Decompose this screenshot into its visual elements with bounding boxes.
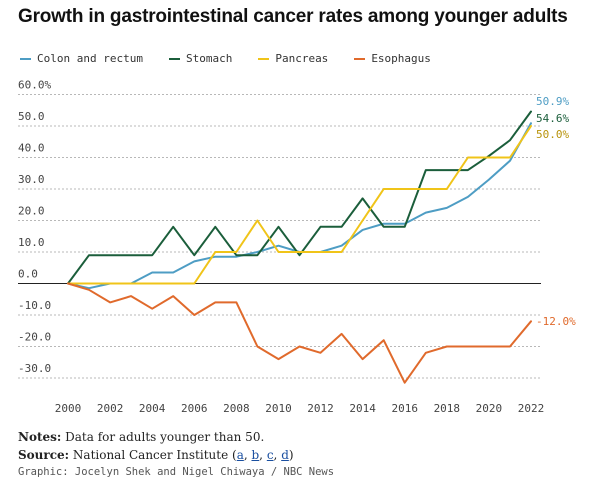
x-tick-label: 2006 (181, 402, 208, 415)
legend-label-stomach: Stomach (185, 52, 233, 65)
source-link-d[interactable]: d (281, 448, 289, 462)
legend-swatch-stomach (168, 57, 180, 60)
source-close: ) (288, 448, 294, 462)
x-tick-label: 2012 (307, 402, 334, 415)
end-label-esophagus: -12.0% (536, 315, 576, 328)
source-separator: , (243, 448, 252, 462)
y-tick-label: 20.0 (18, 205, 45, 218)
x-tick-label: 2016 (391, 402, 418, 415)
source-link-b[interactable]: b (251, 448, 260, 462)
legend-swatch-pancreas (258, 57, 270, 60)
chart-source: Source: National Cancer Institute (a, b,… (18, 448, 294, 462)
end-label-colon-and-rectum: 50.9% (536, 95, 569, 108)
x-tick-label: 2002 (97, 402, 124, 415)
line-chart: -30.0 -20.0 -10.0 0.0 10.0 20.0 30.0 40.0 50.0 60… (18, 79, 576, 415)
end-label-pancreas: 50.0% (536, 128, 569, 141)
chart-notes: Notes: Data for adults younger than 50. (18, 430, 264, 444)
y-tick-label: -30.0 (18, 362, 51, 375)
legend-label-esophagus: Esophagus (371, 52, 431, 65)
x-tick-label: 2014 (349, 402, 376, 415)
x-tick-label: 2010 (265, 402, 292, 415)
legend-swatch-esophagus (354, 57, 366, 60)
legend-label-pancreas: Pancreas (275, 52, 329, 65)
source-label: Source: (18, 448, 70, 462)
legend-item-colon-and-rectum: Colon and rectum (20, 52, 143, 65)
legend-item-stomach: Stomach (168, 52, 233, 65)
chart-title: Growth in gastrointestinal cancer rates … (18, 6, 568, 27)
y-tick-label: 30.0 (18, 173, 45, 186)
y-tick-label: 10.0 (18, 236, 45, 249)
source-link-a[interactable]: a (236, 448, 244, 462)
y-tick-label: 60.0% (18, 79, 51, 92)
series-line-pancreas (67, 125, 532, 285)
chart-legend: Colon and rectum Stomach Pancreas Esopha… (20, 52, 457, 65)
x-tick-label: 2008 (223, 402, 250, 415)
x-tick-label: 2000 (55, 402, 82, 415)
y-tick-label: 50.0 (18, 110, 45, 123)
y-tick-label: 40.0 (18, 142, 45, 155)
end-label-stomach: 54.6% (536, 112, 569, 125)
legend-item-pancreas: Pancreas (258, 52, 328, 65)
chart-credit: Graphic: Jocelyn Shek and Nigel Chiwaya … (18, 466, 335, 478)
y-tick-label: -20.0 (18, 331, 51, 344)
legend-label-colon-and-rectum: Colon and rectum (37, 52, 143, 65)
series-line-stomach (67, 110, 532, 285)
x-tick-label: 2020 (476, 402, 503, 415)
x-tick-label: 2018 (434, 402, 461, 415)
source-link-c[interactable]: c (266, 448, 274, 462)
x-tick-label: 2022 (518, 402, 545, 415)
notes-label: Notes: (18, 430, 62, 444)
series-line-esophagus (67, 282, 532, 384)
source-separator: , (273, 448, 282, 462)
notes-text: Data for adults younger than 50. (61, 430, 265, 444)
x-tick-label: 2004 (139, 402, 166, 415)
y-tick-label: -10.0 (18, 299, 51, 312)
source-separator: , (259, 448, 267, 462)
source-text: National Cancer Institute ( (69, 448, 237, 462)
legend-swatch-colon-and-rectum (20, 57, 31, 60)
series-line-colon-and-rectum (67, 122, 532, 290)
legend-item-esophagus: Esophagus (354, 52, 431, 65)
y-tick-label: 0.0 (18, 268, 38, 281)
